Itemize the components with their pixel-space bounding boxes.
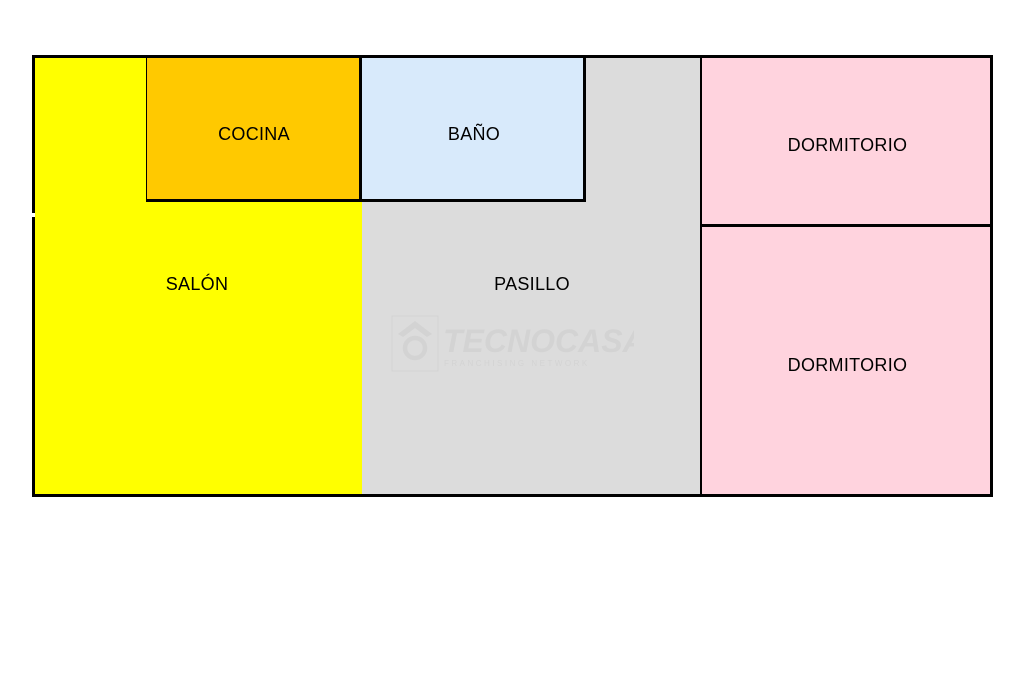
- svg-text:FRANCHISING NETWORK: FRANCHISING NETWORK: [444, 359, 590, 368]
- svg-text:TECNOCASA: TECNOCASA: [443, 323, 634, 359]
